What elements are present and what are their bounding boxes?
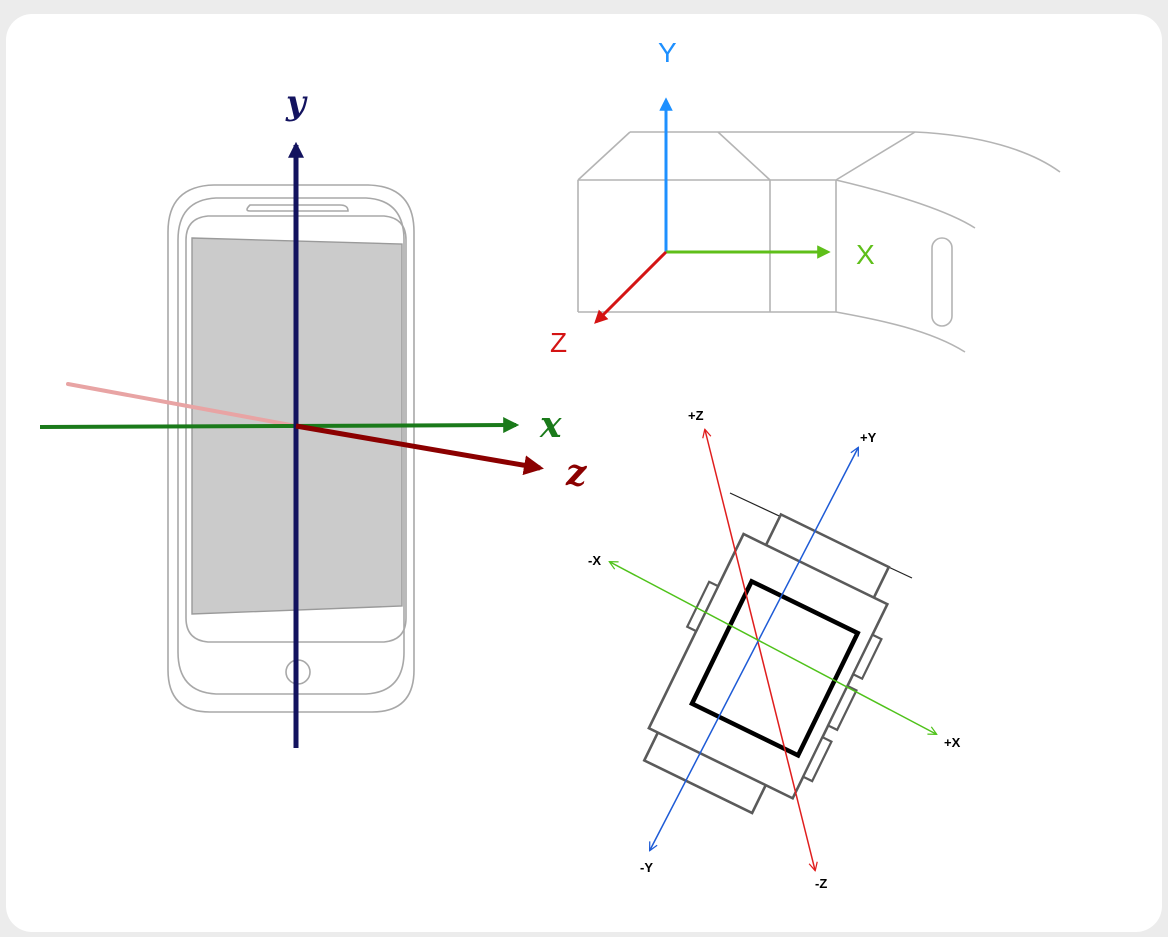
phone-device xyxy=(167,184,415,713)
y-axis-label: y xyxy=(285,83,308,123)
glass-band-slot xyxy=(931,237,953,327)
x-axis-label: x xyxy=(539,404,562,446)
phone-inner-body xyxy=(177,197,405,695)
phone-outer-body xyxy=(167,184,415,713)
phone-diagram: y x z xyxy=(39,83,588,748)
z-axis-line xyxy=(295,423,544,476)
glass-frame xyxy=(577,131,1061,353)
watch-pos-z-label: +Z xyxy=(688,408,704,423)
watch-neg-y-label: -Y xyxy=(640,860,653,875)
phone-bezel xyxy=(185,215,407,643)
glass-x-axis-label: X xyxy=(856,239,875,270)
glass-z-axis-line xyxy=(594,250,668,324)
watch-x-axis-line xyxy=(610,562,936,734)
phone-speaker xyxy=(246,204,349,212)
glass-band-top xyxy=(914,131,1061,173)
z-axis-back xyxy=(66,382,298,428)
glass-band-bottom xyxy=(835,311,966,353)
watch-neg-x-label: -X xyxy=(588,553,601,568)
glass-diagram: Y X Z xyxy=(550,37,1061,358)
watch-diagram: +Z -Z +Y -Y -X +X xyxy=(588,408,961,891)
z-axis-label: z xyxy=(565,452,588,494)
watch-pos-y-label: +Y xyxy=(860,430,877,445)
glass-band-inner xyxy=(835,179,976,229)
x-axis-line xyxy=(39,417,520,434)
glass-z-axis-label: Z xyxy=(550,327,567,358)
watch-neg-z-label: -Z xyxy=(815,876,827,891)
glass-y-axis-label: Y xyxy=(658,37,677,68)
watch-pos-x-label: +X xyxy=(944,735,961,750)
